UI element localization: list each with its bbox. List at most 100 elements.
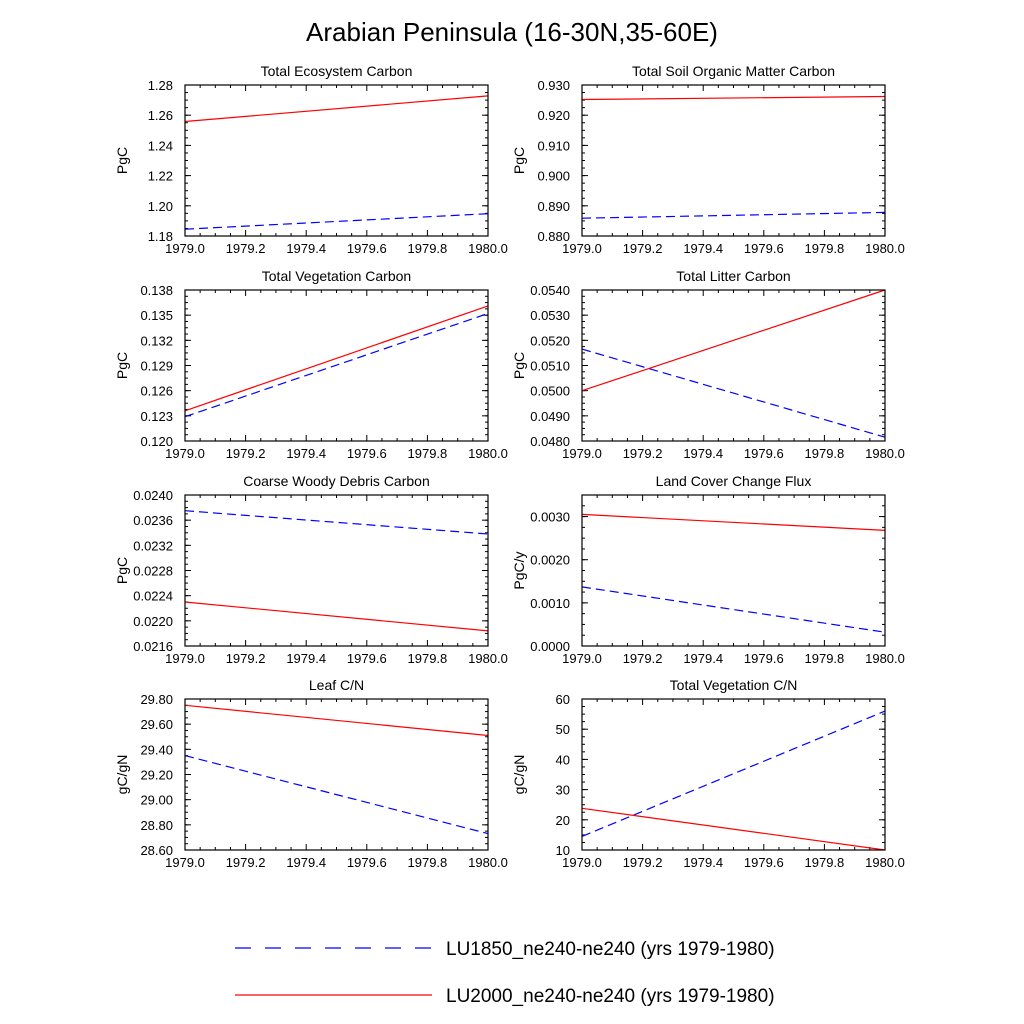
x-tick-label: 1979.4 bbox=[286, 855, 326, 870]
panel: Coarse Woody Debris Carbon PgC 1979.0 1979.… bbox=[114, 473, 508, 666]
plot-frame bbox=[184, 494, 489, 647]
x-tick-label: 1980.0 bbox=[865, 241, 905, 256]
x-tick-label: 1979.4 bbox=[286, 446, 326, 461]
y-tick-label: 0.0510 bbox=[530, 359, 570, 374]
x-tick-label: 1979.4 bbox=[683, 446, 723, 461]
x-tick-label: 1979.0 bbox=[562, 241, 602, 256]
x-tick-label: 1979.2 bbox=[226, 446, 266, 461]
series-line bbox=[581, 211, 886, 219]
y-tick-label: 0.120 bbox=[140, 434, 173, 449]
y-tick-label: 0.0232 bbox=[133, 538, 173, 553]
y-tick-label: 40 bbox=[556, 752, 570, 767]
plot-frame bbox=[581, 494, 886, 647]
y-axis-label: gC/gN bbox=[511, 755, 527, 795]
panel: Leaf C/N gC/gN 1979.0 1979.2 1979.4 1979.6 197… bbox=[114, 677, 508, 870]
series-line bbox=[581, 348, 886, 438]
y-tick-label: 0.880 bbox=[537, 229, 570, 244]
x-tick-label: 1979.0 bbox=[165, 446, 205, 461]
series-line bbox=[581, 289, 886, 392]
y-tick-label: 29.00 bbox=[140, 793, 173, 808]
x-tick-label: 1979.8 bbox=[805, 651, 845, 666]
y-tick-label: 60 bbox=[556, 692, 570, 707]
series-line bbox=[581, 513, 886, 531]
x-tick-label: 1979.4 bbox=[683, 651, 723, 666]
y-tick-label: 0.0236 bbox=[133, 513, 173, 528]
y-tick-label: 0.0010 bbox=[530, 596, 570, 611]
panel-title: Land Cover Change Flux bbox=[656, 473, 812, 489]
x-tick-label: 1979.8 bbox=[408, 446, 448, 461]
y-tick-label: 0.0030 bbox=[530, 510, 570, 525]
x-tick-label: 1979.8 bbox=[408, 651, 448, 666]
y-tick-label: 0.0490 bbox=[530, 409, 570, 424]
y-tick-label: 0.910 bbox=[537, 138, 570, 153]
y-tick-label: 0.0540 bbox=[530, 283, 570, 298]
x-tick-label: 1979.6 bbox=[744, 446, 784, 461]
plot-frame bbox=[581, 698, 886, 851]
y-tick-label: 0.0520 bbox=[530, 333, 570, 348]
y-tick-label: 0.0020 bbox=[530, 553, 570, 568]
y-tick-label: 0.126 bbox=[140, 384, 173, 399]
x-tick-label: 1979.8 bbox=[408, 855, 448, 870]
x-tick-label: 1979.4 bbox=[286, 651, 326, 666]
y-tick-label: 0.0220 bbox=[133, 614, 173, 629]
y-tick-label: 0.0228 bbox=[133, 564, 173, 579]
x-tick-label: 1979.2 bbox=[226, 241, 266, 256]
x-tick-label: 1979.6 bbox=[347, 855, 387, 870]
y-tick-label: 0.930 bbox=[537, 78, 570, 93]
series-line bbox=[581, 586, 886, 633]
x-tick-label: 1979.2 bbox=[623, 446, 663, 461]
panel-title: Total Litter Carbon bbox=[676, 268, 790, 284]
x-tick-label: 1979.8 bbox=[408, 241, 448, 256]
x-tick-label: 1979.8 bbox=[805, 855, 845, 870]
x-tick-label: 1979.6 bbox=[347, 241, 387, 256]
y-tick-label: 0.0224 bbox=[133, 589, 173, 604]
x-tick-label: 1979.0 bbox=[165, 651, 205, 666]
y-tick-label: 1.20 bbox=[148, 199, 173, 214]
y-tick-label: 0.0216 bbox=[133, 639, 173, 654]
y-tick-label: 1.26 bbox=[148, 108, 173, 123]
y-tick-label: 0.0000 bbox=[530, 639, 570, 654]
y-tick-label: 1.18 bbox=[148, 229, 173, 244]
y-tick-label: 0.129 bbox=[140, 359, 173, 374]
panel: Total Ecosystem Carbon PgC 1979.0 1979.2 197… bbox=[114, 63, 508, 256]
legend-label: LU2000_ne240-ne240 (yrs 1979-1980) bbox=[446, 986, 775, 1007]
y-tick-label: 1.28 bbox=[148, 78, 173, 93]
series-line bbox=[184, 305, 489, 412]
x-tick-label: 1980.0 bbox=[865, 446, 905, 461]
y-tick-label: 0.123 bbox=[140, 409, 173, 424]
y-tick-label: 10 bbox=[556, 843, 570, 858]
y-tick-label: 28.80 bbox=[140, 818, 173, 833]
y-axis-label: PgC bbox=[511, 147, 527, 174]
y-axis-label: PgC bbox=[114, 352, 130, 379]
series-line bbox=[184, 601, 489, 632]
y-tick-label: 50 bbox=[556, 722, 570, 737]
panel-title: Leaf C/N bbox=[309, 677, 364, 693]
y-tick-label: 0.920 bbox=[537, 108, 570, 123]
x-tick-label: 1980.0 bbox=[865, 855, 905, 870]
y-tick-label: 0.890 bbox=[537, 199, 570, 214]
x-tick-label: 1979.2 bbox=[623, 241, 663, 256]
x-tick-label: 1979.0 bbox=[165, 855, 205, 870]
y-axis-label: PgC bbox=[511, 352, 527, 379]
y-tick-label: 0.0240 bbox=[133, 488, 173, 503]
x-tick-label: 1979.0 bbox=[165, 241, 205, 256]
x-tick-label: 1979.2 bbox=[226, 651, 266, 666]
x-tick-label: 1979.0 bbox=[562, 651, 602, 666]
panel-title: Total Soil Organic Matter Carbon bbox=[632, 63, 835, 79]
legend: LU1850_ne240-ne240 (yrs 1979-1980) LU2000… bbox=[235, 939, 775, 1007]
x-tick-label: 1979.8 bbox=[805, 446, 845, 461]
y-tick-label: 0.900 bbox=[537, 169, 570, 184]
y-axis-label: PgC bbox=[114, 147, 130, 174]
x-tick-label: 1979.6 bbox=[744, 855, 784, 870]
x-tick-label: 1979.2 bbox=[623, 651, 663, 666]
series-line bbox=[581, 710, 886, 837]
series-line bbox=[184, 95, 489, 123]
y-tick-label: 30 bbox=[556, 783, 570, 798]
y-axis-label: PgC bbox=[114, 557, 130, 584]
x-tick-label: 1980.0 bbox=[468, 651, 508, 666]
plot-frame bbox=[581, 289, 886, 442]
y-tick-label: 1.24 bbox=[148, 138, 173, 153]
legend-label: LU1850_ne240-ne240 (yrs 1979-1980) bbox=[446, 939, 775, 960]
series-line bbox=[581, 95, 886, 101]
x-tick-label: 1979.6 bbox=[347, 446, 387, 461]
